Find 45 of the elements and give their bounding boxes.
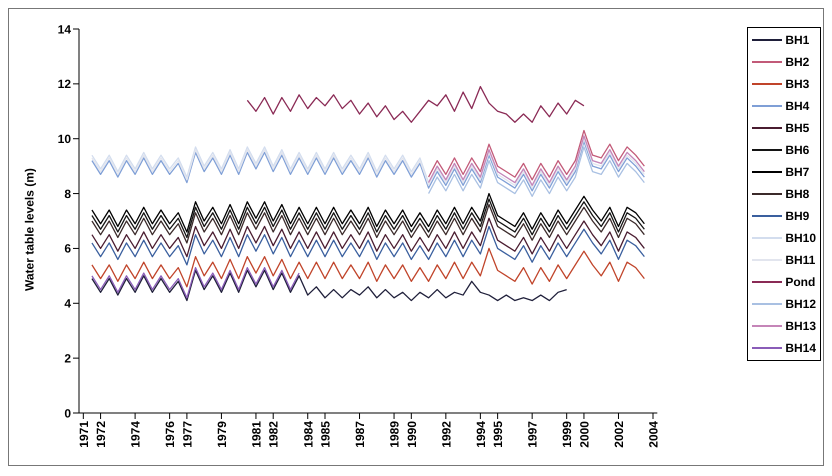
legend-label: BH3 [785,76,810,93]
legend-label: BH4 [785,98,810,115]
legend-label: BH9 [785,208,810,225]
x-tick-label: 1985 [318,420,333,448]
legend-label: BH5 [785,120,810,137]
x-tick-label: 2002 [612,420,626,448]
legend-label: BH6 [785,142,810,159]
y-axis-title: Water table levels (m) [22,168,36,291]
legend-label: BH12 [785,296,816,313]
x-tick-label: 1990 [404,420,419,448]
x-tick-label: 1974 [128,420,143,448]
x-tick-label: 1972 [94,420,108,448]
y-tick-label: 14 [58,22,72,36]
x-tick-label: 1981 [249,420,264,448]
legend-label: BH11 [785,252,816,269]
legend-label: BH2 [785,54,810,71]
x-tick-label: 1997 [526,420,540,448]
y-tick-label: 4 [64,296,72,311]
y-tick-label: 2 [64,351,72,366]
x-tick-label: 2004 [646,420,661,448]
legend-label: Pond [785,274,816,291]
x-tick-label: 1987 [353,420,368,448]
legend-label: BH7 [785,164,810,181]
x-tick-label: 1971 [76,420,91,448]
legend-label: BH1 [785,32,810,49]
x-tick-label: 1992 [439,420,454,448]
x-tick-label: 1984 [301,420,316,448]
x-tick-label: 1994 [474,420,488,448]
y-tick-label: 0 [64,406,72,420]
y-tick-label: 12 [58,77,72,92]
y-tick-label: 8 [64,186,72,201]
y-tick-label: 6 [64,242,72,256]
legend-label: BH8 [785,186,810,203]
x-tick-label: 1976 [163,420,178,448]
x-tick-label: 2000 [577,420,592,448]
x-tick-label: 1995 [491,420,506,448]
x-tick-label: 1982 [266,420,281,448]
x-tick-label: 1977 [180,420,194,448]
legend-label: BH10 [785,230,816,247]
y-tick-label: 10 [58,132,72,146]
x-tick-label: 1999 [560,420,574,448]
x-tick-label: 1989 [388,420,402,448]
x-tick-label: 1979 [214,420,229,448]
legend-label: BH13 [785,318,816,335]
legend-label: BH14 [785,340,816,357]
